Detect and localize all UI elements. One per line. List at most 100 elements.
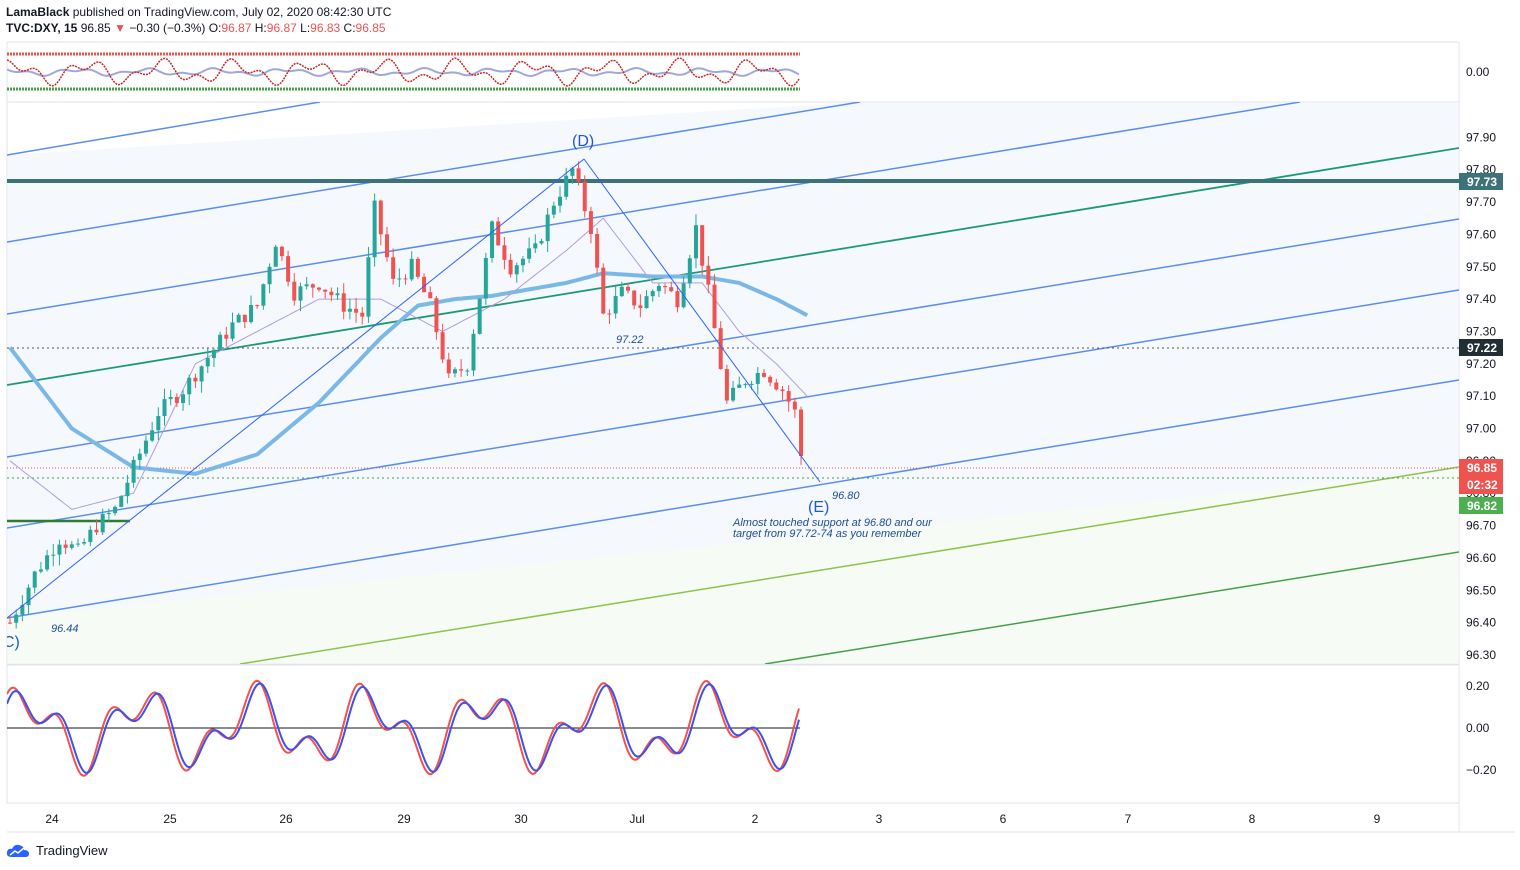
candle-body-98	[613, 296, 618, 314]
price-tick-16: 97.90	[1466, 130, 1496, 144]
candle-body-120	[749, 383, 754, 385]
wave-line-d-e	[583, 158, 821, 483]
bottom-oscillator-axis: 0.20 0.00 −0.20	[1466, 679, 1497, 777]
last-value: 96.85	[80, 21, 111, 35]
label-9680: 96.80	[832, 490, 860, 502]
note-line-2: target from 97.72-74 as you remember	[733, 528, 923, 540]
price-tick-14: 97.70	[1466, 195, 1496, 209]
time-tick-10: 8	[1249, 812, 1256, 826]
candle-body-84	[527, 248, 532, 259]
candle-body-78	[490, 221, 495, 258]
candle-body-38	[242, 314, 247, 323]
candle-body-89	[558, 196, 563, 206]
channel-lines	[7, 102, 1459, 619]
tag-countdown: 02:32	[1467, 478, 1498, 492]
candle-body-81	[508, 259, 513, 275]
price-tick-8: 97.10	[1466, 389, 1496, 403]
bottom-oscillator-pane	[7, 679, 800, 777]
candle-body-51	[323, 289, 328, 292]
candle-body-28	[181, 394, 186, 404]
candle-body-119	[743, 384, 748, 386]
author-name[interactable]: LamaBlack	[6, 5, 70, 19]
candles	[8, 161, 804, 629]
open-value: 96.87	[221, 21, 252, 35]
candle-body-85	[533, 243, 538, 249]
candle-body-39	[249, 305, 254, 323]
channel-line-1	[7, 102, 321, 156]
candle-body-104	[650, 291, 655, 297]
candle-body-13	[88, 529, 93, 543]
tradingview-cloud-icon[interactable]	[6, 844, 30, 858]
tag-last-price: 96.85	[1467, 461, 1497, 475]
candle-body-97	[607, 313, 612, 315]
candle-body-75	[471, 333, 476, 371]
candle-body-107	[669, 287, 674, 292]
channel-shade	[7, 102, 1459, 618]
tradingview-brand[interactable]: TradingView	[36, 843, 108, 858]
top-oscillator-pane	[7, 52, 800, 91]
candle-body-79	[496, 221, 501, 246]
candle-body-99	[619, 286, 624, 297]
candle-body-0	[8, 622, 12, 624]
candle-body-114	[712, 284, 717, 329]
published-text: published on TradingView.com, July 02, 2…	[72, 5, 392, 19]
time-tick-9: 7	[1125, 812, 1132, 826]
channel-line-5	[7, 289, 1459, 529]
candle-body-55	[347, 308, 352, 312]
channel-line-2	[7, 102, 861, 243]
price-pane: (D) (E) C) 97.22 96.80 96.44 Almost touc…	[3, 102, 1459, 664]
candle-body-88	[551, 205, 556, 215]
candle-body-31	[199, 366, 204, 382]
candle-body-93	[582, 181, 587, 212]
candle-body-47	[298, 286, 303, 301]
candle-body-25	[162, 399, 167, 417]
candle-body-69	[434, 298, 439, 333]
bottom-tick-1: 0.00	[1466, 721, 1490, 735]
candle-body-68	[428, 292, 433, 299]
candle-body-19	[125, 482, 130, 497]
symbol-label: TVC:DXY, 15	[6, 21, 78, 35]
candle-body-49	[310, 284, 315, 288]
candle-body-103	[644, 296, 649, 309]
time-tick-0: 24	[45, 812, 59, 826]
candle-body-6	[45, 555, 50, 570]
candle-body-48	[304, 284, 309, 287]
candle-body-80	[502, 245, 507, 260]
candle-body-18	[119, 496, 124, 507]
tag-9773-box	[1459, 173, 1503, 190]
candle-body-62	[391, 257, 396, 279]
candle-body-124	[774, 382, 779, 390]
time-axis: 24 25 26 29 30 Jul 2 3 6 7 8 9	[45, 812, 1380, 826]
label-c: C)	[3, 634, 20, 651]
price-tick-4: 96.70	[1466, 519, 1496, 533]
candle-body-9	[63, 544, 68, 548]
channel-line-6	[7, 379, 1459, 619]
tag-9722: 97.22	[1467, 341, 1497, 355]
tag-9682: 96.82	[1467, 499, 1497, 513]
price-tick-7: 97.00	[1466, 422, 1496, 436]
candle-body-12	[82, 542, 87, 544]
candle-body-64	[403, 278, 408, 280]
candle-body-53	[335, 293, 340, 296]
price-axis: 96.3096.4096.5096.6096.7096.8096.9097.00…	[1466, 130, 1496, 662]
candle-body-17	[113, 506, 118, 514]
candle-body-76	[477, 298, 482, 334]
price-tick-13: 97.60	[1466, 227, 1496, 241]
price-tick-0: 96.30	[1466, 648, 1496, 662]
candle-body-35	[224, 334, 229, 339]
time-tick-2: 26	[279, 812, 293, 826]
candle-body-86	[539, 241, 544, 244]
candle-body-70	[440, 332, 445, 360]
time-tick-11: 9	[1374, 812, 1381, 826]
bottom-oscillator-blue-line	[7, 682, 800, 774]
candle-body-128	[799, 409, 804, 457]
top-axis-label-0: 0.00	[1466, 65, 1490, 79]
candle-body-83	[520, 258, 525, 266]
candle-body-105	[656, 286, 661, 292]
candle-body-71	[446, 359, 451, 374]
candle-body-127	[792, 401, 797, 410]
candle-body-32	[205, 358, 210, 367]
candle-body-16	[106, 513, 111, 515]
candle-body-87	[545, 214, 550, 242]
candle-body-110	[687, 258, 692, 284]
